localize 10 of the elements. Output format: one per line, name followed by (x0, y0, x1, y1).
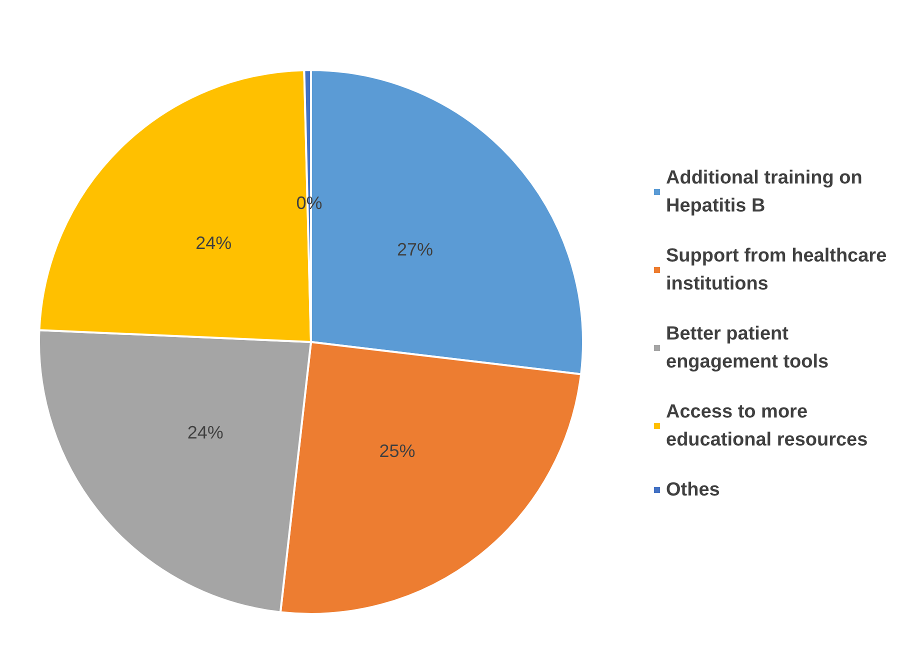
data-label: 27% (396, 240, 433, 260)
legend-label: Support from healthcare institutions (666, 246, 892, 294)
legend-label: Othes (666, 480, 720, 500)
legend-label: Additional training on Hepatitis B (666, 168, 868, 216)
legend-label: Better patient engagement tools (666, 324, 829, 372)
data-label: 24% (187, 422, 224, 442)
legend-label: Access to more educational resources (666, 402, 868, 450)
data-label: 25% (379, 440, 416, 461)
data-label: 24% (196, 232, 232, 253)
data-label: 0% (296, 193, 322, 214)
